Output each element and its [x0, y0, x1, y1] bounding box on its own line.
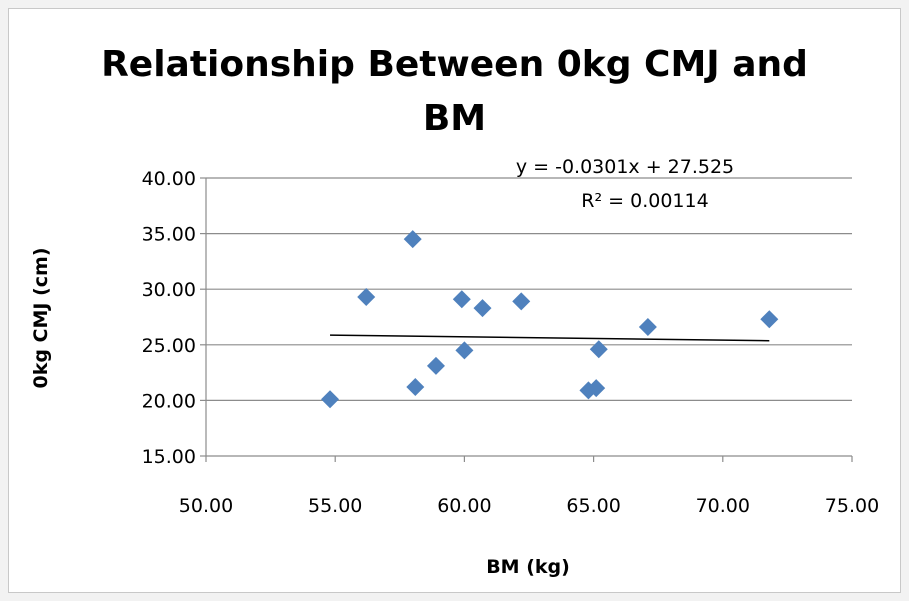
- data-point-5: [452, 290, 471, 309]
- y-tick-label-0: 15.00: [142, 446, 196, 468]
- chart-title: Relationship Between 0kg CMJ and BM: [0, 38, 909, 146]
- x-axis-label: BM (kg): [486, 556, 570, 578]
- data-point-8: [512, 292, 531, 311]
- data-point-4: [426, 356, 445, 375]
- x-tick-label-1: 55.00: [308, 495, 362, 517]
- x-tick-labels: 50.00 55.00 60.00 65.00 70.00 75.00: [179, 495, 879, 517]
- data-point-13: [760, 310, 779, 329]
- data-point-12: [638, 318, 657, 337]
- data-point-10: [587, 379, 606, 398]
- data-point-2: [403, 230, 422, 249]
- y-tick-label-3: 30.00: [142, 279, 196, 301]
- x-tick-label-0: 50.00: [179, 495, 233, 517]
- y-axis-label: 0kg CMJ (cm): [30, 247, 52, 388]
- gridlines: [206, 177, 852, 401]
- x-tick-label-4: 70.00: [696, 495, 750, 517]
- x-tick-label-2: 60.00: [437, 495, 491, 517]
- axes: [200, 177, 853, 462]
- data-point-0: [321, 390, 340, 409]
- data-point-3: [406, 378, 425, 397]
- y-tick-label-5: 40.00: [142, 168, 196, 190]
- trendline-r-squared: R² = 0.00114: [581, 190, 708, 212]
- chart-title-line-1: Relationship Between 0kg CMJ and: [101, 44, 808, 85]
- y-tick-label-2: 25.00: [142, 335, 196, 357]
- data-points: [321, 230, 779, 409]
- y-tick-labels: 15.00 20.00 25.00 30.00 35.00 40.00: [142, 168, 196, 468]
- trendline: [330, 334, 770, 342]
- x-tick-label-3: 65.00: [566, 495, 620, 517]
- x-tick-label-5: 75.00: [825, 495, 879, 517]
- data-point-6: [455, 341, 474, 360]
- data-point-1: [357, 287, 376, 306]
- trendline-group: [330, 334, 770, 342]
- y-tick-label-1: 20.00: [142, 390, 196, 412]
- data-point-11: [589, 340, 608, 359]
- y-tick-label-4: 35.00: [142, 224, 196, 246]
- data-point-7: [473, 299, 492, 318]
- trendline-equation: y = -0.0301x + 27.525: [516, 156, 734, 178]
- chart-title-line-2: BM: [422, 98, 487, 139]
